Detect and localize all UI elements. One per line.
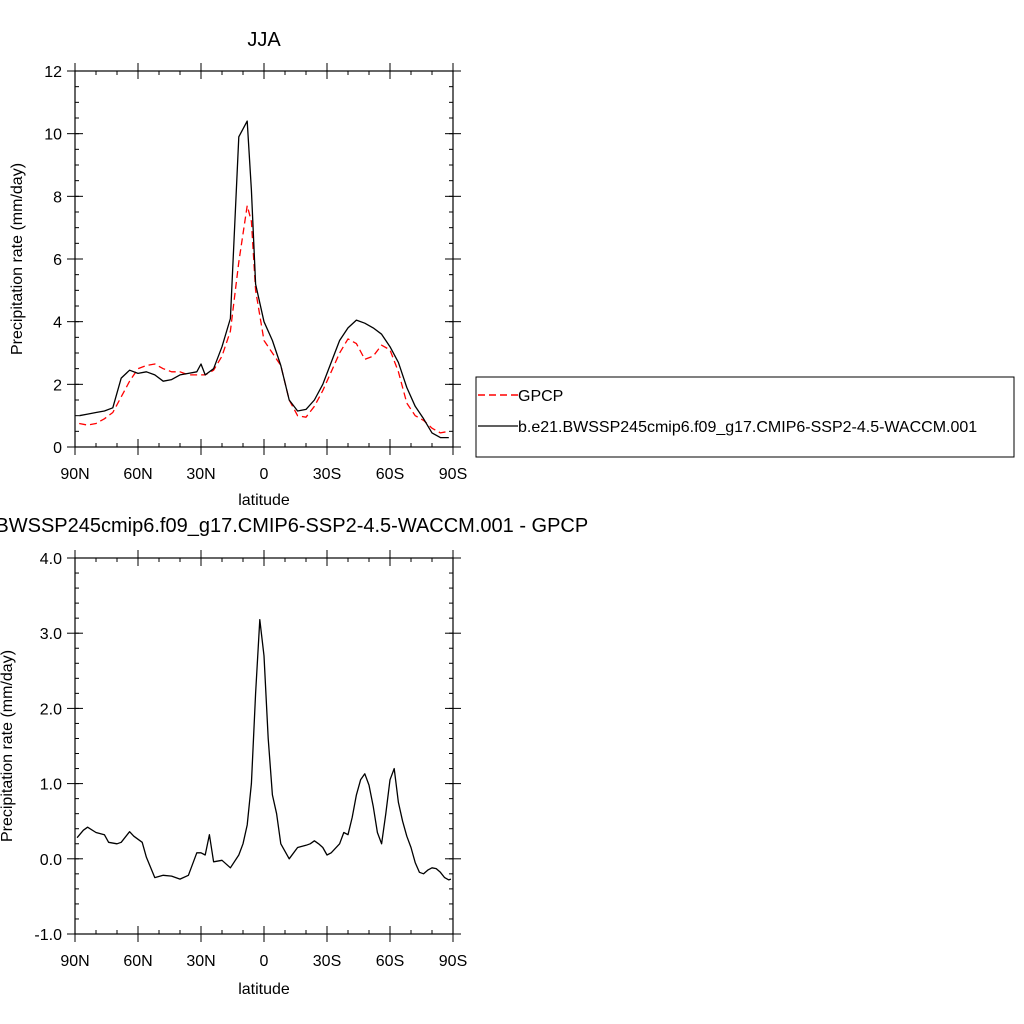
bottom-panel-plot-frame [74, 557, 454, 935]
y-tick-label: 1.0 [40, 777, 62, 794]
x-tick-label: 30S [313, 466, 341, 483]
top-panel-x-axis-label: latitude [238, 492, 290, 509]
y-tick-label: 0.0 [40, 852, 62, 869]
x-tick-label: 30S [313, 953, 341, 970]
top-panel-series [79, 120, 449, 439]
y-tick-label: 6 [53, 252, 62, 269]
series-line-gpcp [79, 205, 449, 434]
legend: GPCP b.e21.BWSSP245cmip6.f09_g17.CMIP6-S… [475, 376, 1015, 458]
x-tick-label: 90N [60, 953, 89, 970]
y-tick-label: 4.0 [40, 551, 62, 568]
legend-label-gpcp: GPCP [518, 388, 563, 405]
x-tick-label: 60N [123, 466, 152, 483]
top-panel-y-ticks: 0 2 4 6 8 10 12 [44, 64, 461, 457]
bottom-panel-y-ticks: -1.0 0.0 1.0 2.0 3.0 4.0 [34, 551, 461, 944]
y-tick-label: 3.0 [40, 626, 62, 643]
bottom-panel-x-axis-label: latitude [238, 981, 290, 998]
top-panel-y-axis-label: Precipitation rate (mm/day) [9, 163, 26, 355]
top-panel-title: JJA [247, 29, 281, 51]
x-tick-label: 60N [123, 953, 152, 970]
top-panel: JJA Precipitation rate (mm/day) latitude… [9, 29, 467, 509]
series-line-model [79, 120, 449, 439]
x-tick-label: 90N [60, 466, 89, 483]
bottom-panel-y-axis-label: Precipitation rate (mm/day) [0, 650, 16, 842]
x-tick-label: 60S [376, 953, 404, 970]
y-tick-label: -1.0 [34, 927, 62, 944]
y-tick-label: 10 [44, 127, 62, 144]
top-panel-x-ticks: 90N 60N 30N 0 30S 60S 90S [60, 63, 467, 483]
top-panel-plot-frame [74, 70, 454, 448]
y-tick-label: 8 [53, 189, 62, 206]
series-line-difference [76, 619, 452, 881]
x-tick-label: 60S [376, 466, 404, 483]
x-tick-label: 0 [260, 953, 269, 970]
bottom-panel: b.e21.BWSSP245cmip6.f09_g17.CMIP6-SSP2-4… [0, 515, 588, 998]
bottom-panel-series [76, 619, 452, 881]
x-tick-label: 30N [186, 953, 215, 970]
y-tick-label: 0 [53, 440, 62, 457]
x-tick-label: 90S [439, 953, 467, 970]
bottom-panel-x-ticks: 90N 60N 30N 0 30S 60S 90S [60, 550, 467, 970]
legend-box [475, 376, 1015, 458]
y-tick-label: 4 [53, 315, 62, 332]
x-tick-label: 0 [260, 466, 269, 483]
x-tick-label: 90S [439, 466, 467, 483]
bottom-panel-title: b.e21.BWSSP245cmip6.f09_g17.CMIP6-SSP2-4… [0, 515, 588, 537]
y-tick-label: 12 [44, 64, 62, 81]
y-tick-label: 2.0 [40, 701, 62, 718]
legend-label-model: b.e21.BWSSP245cmip6.f09_g17.CMIP6-SSP2-4… [518, 419, 977, 436]
y-tick-label: 2 [53, 377, 62, 394]
x-tick-label: 30N [186, 466, 215, 483]
